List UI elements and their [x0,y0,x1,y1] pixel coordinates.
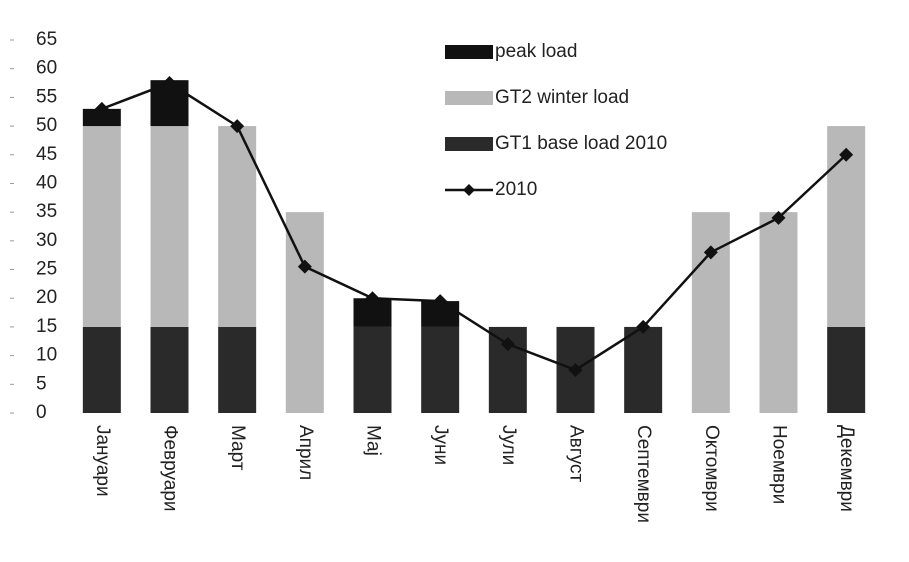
line-marker [568,362,583,377]
x-tick-label: Февруари [159,425,180,512]
legend-swatch [445,91,493,105]
y-tick-label: 30 [36,230,57,251]
line-marker [433,294,448,309]
legend-label: peak load [495,41,577,62]
bar-segment [353,326,392,413]
y-tick-label: 35 [36,201,57,222]
y-tick-label: 10 [36,345,57,366]
y-tick-label: 5 [36,373,47,394]
x-tick-label: Август [565,425,586,482]
line-marker [94,101,109,116]
x-tick-label: Октомври [701,425,722,512]
y-tick-label: 55 [36,86,57,107]
line-marker [636,319,651,334]
bar-segment [759,212,798,413]
bar-segment [82,108,121,127]
x-tick-label: Ноември [768,425,789,504]
bar-segment [218,126,257,327]
y-tick-label: 50 [36,115,57,136]
legend-marker [463,184,475,196]
line-marker [297,259,312,274]
x-tick-label: Декември [836,425,857,512]
x-tick-label: Септември [633,425,654,523]
x-tick-label: Мај [362,425,383,456]
y-tick-label: 65 [36,29,57,50]
legend-label: GT1 base load 2010 [495,133,667,154]
y-tick-label: 40 [36,172,57,193]
bar-segment [421,326,460,413]
bar-segment [624,326,663,413]
legend-swatch [445,45,493,59]
line-marker [365,291,380,306]
bar-segment [827,326,866,413]
y-tick-label: 0 [36,402,47,423]
line-marker [500,337,515,352]
line-marker [839,147,854,162]
line-marker [771,210,786,225]
legend-swatch [445,137,493,151]
bar-segment [691,212,730,413]
y-tick-label: 45 [36,144,57,165]
bar-segment [82,126,121,327]
line [101,81,848,372]
bar-segment [218,326,257,413]
x-tick-label: Јануари [92,425,113,497]
bar-segment [150,126,189,327]
x-tick-label: Март [227,425,248,471]
line-marker [230,119,245,134]
y-tick-label: 15 [36,316,57,337]
y-tick-label: 25 [36,259,57,280]
line-marker [162,76,177,91]
bar-segment [82,326,121,413]
legend-label: GT2 winter load [495,87,629,108]
line-marker [703,245,718,260]
x-tick-label: Април [295,425,316,480]
y-tick-label: 20 [36,287,57,308]
x-tick-label: Јули [498,425,519,465]
legend-label: 2010 [495,179,537,200]
bar-segment [285,212,324,413]
x-tick-label: Јуни [430,425,451,465]
y-tick-label: 60 [36,58,57,79]
bar-segment [150,326,189,413]
